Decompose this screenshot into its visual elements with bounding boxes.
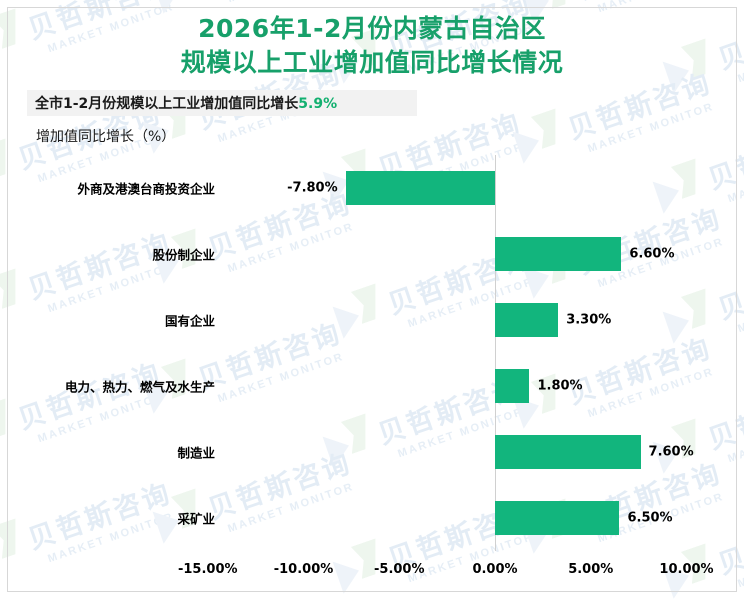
bar-value-label: 6.50%: [627, 510, 673, 526]
category-label: 股份制企业: [152, 247, 215, 263]
x-tick-label: -5.00%: [374, 562, 425, 577]
bar: [345, 171, 495, 205]
bar-row: 股份制企业 6.60%: [0, 221, 744, 287]
bar: [495, 435, 641, 469]
bar-value-label: 6.60%: [629, 246, 675, 262]
x-tick-label: -15.00%: [177, 562, 238, 577]
bar: [495, 501, 620, 535]
x-tick-label: 0.00%: [472, 562, 518, 577]
bar-row: 制造业 7.60%: [0, 419, 744, 485]
bar-row: 采矿业 6.50%: [0, 485, 744, 551]
chart-title-line-2: 规模以上工业增加值同比增长情况: [180, 48, 564, 77]
chart-title: 2026年1-2月份内蒙古自治区 规模以上工业增加值同比增长情况: [0, 12, 744, 80]
y-axis-caption: 增加值同比增长（%）: [36, 129, 176, 145]
category-label: 国有企业: [164, 313, 215, 329]
chart-title-line-1: 2026年1-2月份内蒙古自治区: [198, 14, 546, 43]
bar-row: 国有企业 3.30%: [0, 287, 744, 353]
bar-value-label: 3.30%: [566, 312, 612, 328]
bar-value-label: 7.60%: [648, 444, 694, 460]
bar: [495, 369, 530, 403]
bar-value-label: -7.80%: [287, 180, 338, 196]
bar-row: 电力、热力、燃气及水生产 1.80%: [0, 353, 744, 419]
category-label: 外商及港澳台商投资企业: [77, 181, 215, 197]
subtitle-banner: 全市1-2月份规模以上工业增加值同比增长5.9%: [27, 90, 417, 116]
zero-axis-line: [495, 155, 496, 551]
bar-row: 外商及港澳台商投资企业 -7.80%: [0, 155, 744, 221]
subtitle-prefix: 全市1-2月份规模以上工业增加值同比增长: [35, 96, 299, 112]
subtitle-highlight-value: 5.9%: [298, 96, 338, 112]
x-tick-label: 10.00%: [659, 562, 714, 577]
bar-value-label: 1.80%: [537, 378, 583, 394]
x-tick-label: 5.00%: [568, 562, 614, 577]
category-label: 电力、热力、燃气及水生产: [64, 379, 215, 395]
category-label: 采矿业: [177, 511, 215, 527]
bar: [495, 303, 559, 337]
category-label: 制造业: [177, 445, 215, 461]
x-tick-label: -10.00%: [273, 562, 334, 577]
bar: [495, 237, 622, 271]
subtitle-text: 全市1-2月份规模以上工业增加值同比增长5.9%: [27, 93, 337, 113]
x-axis-ticks: -15.00% -10.00% -5.00% 0.00% 5.00% 10.00%: [0, 562, 744, 582]
